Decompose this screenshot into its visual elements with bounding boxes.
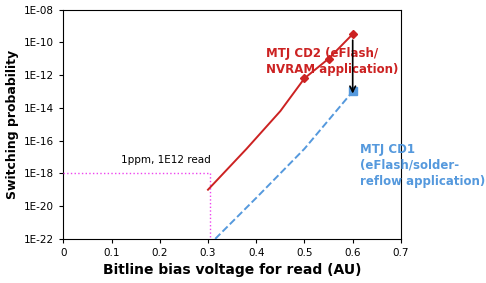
Text: 1ppm, 1E12 read: 1ppm, 1E12 read [121,155,211,165]
Text: MTJ CD2 (eFlash/
NVRAM application): MTJ CD2 (eFlash/ NVRAM application) [266,48,398,76]
Text: MTJ CD1
(eFlash/solder-
reflow application): MTJ CD1 (eFlash/solder- reflow applicati… [360,143,485,188]
X-axis label: Bitline bias voltage for read (AU): Bitline bias voltage for read (AU) [103,263,362,277]
Y-axis label: Switching probability: Switching probability [5,50,18,199]
